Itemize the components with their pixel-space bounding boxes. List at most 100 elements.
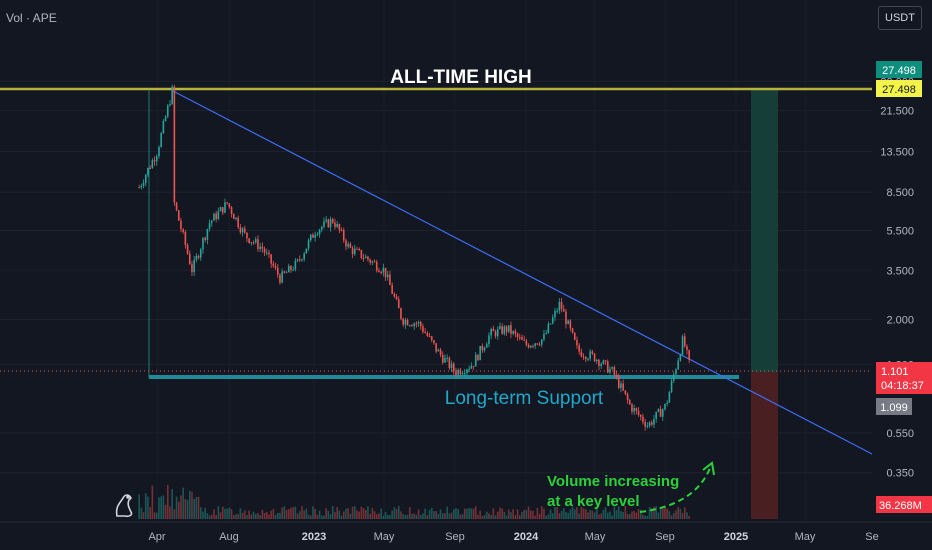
candle-body xyxy=(540,339,543,345)
volume-note-line1: Volume increasing xyxy=(547,473,679,490)
volume-bar xyxy=(527,506,530,519)
candle-body xyxy=(235,217,237,219)
candle-body xyxy=(147,167,149,175)
volume-bar xyxy=(481,515,484,519)
candle-body xyxy=(505,326,508,332)
volume-bar xyxy=(171,489,173,519)
candle-body xyxy=(424,331,426,333)
trend-line[interactable] xyxy=(172,90,875,456)
candle-body xyxy=(532,345,534,347)
volume-bar xyxy=(228,507,231,519)
candle-body xyxy=(501,326,503,334)
candle-body xyxy=(609,368,611,373)
price-tick-label: 3.500 xyxy=(886,265,914,277)
candle-body xyxy=(417,321,420,324)
candle-body xyxy=(580,351,583,357)
volume-bar xyxy=(494,515,497,519)
volume-bar xyxy=(298,511,301,519)
candle-body xyxy=(151,160,154,169)
volume-bar xyxy=(164,504,167,519)
time-axis[interactable]: Apr Aug 2023 May Sep 2024 May Sep 2025 May Se xyxy=(148,531,878,543)
candle-body xyxy=(149,167,151,169)
volume-bar xyxy=(646,515,649,519)
candle-body xyxy=(162,120,165,134)
support-zone[interactable] xyxy=(149,375,739,379)
candle-body xyxy=(384,267,387,278)
volume-bar xyxy=(492,508,495,519)
candle-body xyxy=(358,248,360,250)
volume-bar xyxy=(138,494,140,519)
candle-body xyxy=(573,332,576,340)
volume-bar xyxy=(237,514,239,519)
candle-body xyxy=(677,360,679,370)
volume-bar xyxy=(558,513,561,519)
volume-bar xyxy=(325,508,327,519)
candle-body xyxy=(485,344,488,348)
volume-bar xyxy=(626,513,629,519)
candle-body xyxy=(329,219,332,228)
volume-bar xyxy=(444,513,446,519)
volume-bar xyxy=(142,512,145,519)
candle-body xyxy=(210,220,213,224)
volume-bar xyxy=(534,515,536,519)
candle-body xyxy=(204,238,206,240)
candle-body xyxy=(166,105,169,117)
volume-bar xyxy=(510,512,512,519)
candle-body xyxy=(239,227,242,233)
candle-body xyxy=(659,409,662,417)
candle-body xyxy=(481,345,484,351)
currency-button[interactable]: USDT xyxy=(878,6,922,30)
volume-bar xyxy=(294,506,297,519)
candle-body xyxy=(598,359,600,367)
volume-bar xyxy=(226,508,228,519)
volume-bar xyxy=(637,509,640,519)
volume-bar xyxy=(221,506,224,519)
candle-body xyxy=(237,217,239,228)
candle-body xyxy=(155,156,158,162)
candle-body xyxy=(345,240,347,247)
volume-bar xyxy=(312,506,314,519)
candle-body xyxy=(457,369,459,376)
candle-body xyxy=(323,221,325,227)
volume-bar xyxy=(604,507,607,519)
volume-bar xyxy=(670,515,673,519)
volume-bar xyxy=(406,514,409,519)
volume-bar xyxy=(602,509,605,519)
candle-body xyxy=(681,336,684,355)
volume-bar xyxy=(144,493,147,519)
volume-bar xyxy=(615,510,618,519)
volume-bar xyxy=(483,514,486,519)
volume-bar xyxy=(186,499,189,519)
volume-bar xyxy=(219,512,222,519)
volume-bar xyxy=(243,510,246,519)
candle-body xyxy=(325,219,327,222)
volume-bar xyxy=(384,511,387,519)
candle-body xyxy=(380,272,382,274)
volume-bar xyxy=(512,509,514,519)
candle-body xyxy=(318,229,321,235)
candle-body xyxy=(153,160,156,162)
volume-bar xyxy=(166,484,169,519)
stop-zone xyxy=(751,372,778,519)
candle-body xyxy=(468,368,470,370)
candle-body xyxy=(195,256,198,260)
candle-body xyxy=(569,320,572,329)
candle-body xyxy=(496,328,499,337)
price-scale-ticks: 30.00021.50013.5008.5005.5003.5002.0001.… xyxy=(880,76,914,479)
candle-body xyxy=(415,323,418,325)
volume-bar xyxy=(162,495,165,519)
candle-body xyxy=(199,249,202,258)
candle-body xyxy=(622,383,624,391)
volume-bar xyxy=(386,515,389,519)
time-tick-label: Apr xyxy=(148,531,165,543)
time-tick-label: May xyxy=(585,531,606,543)
candle-body xyxy=(474,354,477,367)
volume-bar xyxy=(336,507,338,519)
candle-body xyxy=(360,249,363,258)
candle-body xyxy=(518,337,521,339)
candle-body xyxy=(226,202,228,204)
volume-bar xyxy=(681,513,684,519)
volume-bar xyxy=(153,512,156,519)
candle-body xyxy=(177,210,180,221)
